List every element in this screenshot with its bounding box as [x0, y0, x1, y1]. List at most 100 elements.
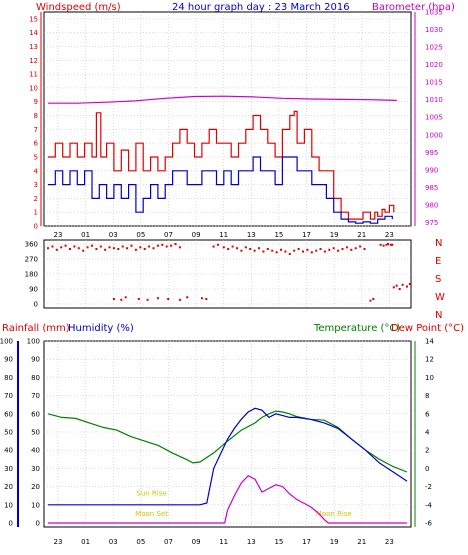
direction-point [139, 246, 142, 249]
direction-point [55, 248, 58, 251]
direction-point [156, 244, 159, 247]
barometer-tick-label: 1035 [425, 9, 443, 17]
wind-x-tick-label: 23 [54, 231, 63, 239]
barometer-tick-label: 1005 [425, 114, 443, 122]
graph-title: 24 hour graph day : 23 March 2016 [172, 2, 350, 13]
temp-x-tick-label: 17 [302, 538, 311, 546]
temp-series-humidity [48, 407, 408, 506]
direction-point [47, 247, 49, 250]
direction-point [387, 243, 389, 245]
temp-x-tick-label: 07 [164, 538, 173, 546]
direction-point [315, 249, 318, 252]
direction-point [406, 285, 408, 288]
rain-tick-label: 10 [4, 501, 13, 509]
temperature-tick-label: 4 [425, 429, 430, 437]
compass-label: N [435, 310, 442, 321]
direction-point [117, 248, 120, 250]
direction-point [369, 299, 372, 302]
temperature-axis-label: Temperature (°C) [313, 323, 400, 334]
direction-point [231, 245, 234, 248]
direction-point [174, 243, 177, 245]
temp-x-tick-label: 03 [109, 538, 118, 546]
direction-point [86, 246, 89, 249]
direction-point [341, 248, 344, 250]
wind-left-tick-label: 5 [34, 153, 38, 161]
rain-tick-label: 0 [9, 520, 13, 528]
direction-point [130, 244, 133, 247]
barometer-right-axis: 975 980 985 990 995 1000 1005 1010 1015 1020 1025 1… [414, 9, 443, 227]
humidity-tick-label: 30 [31, 465, 40, 473]
direction-point [319, 248, 322, 250]
wind-left-tick-label: 6 [34, 140, 39, 148]
direction-point [332, 247, 335, 250]
direction-point [392, 286, 395, 289]
barometer-tick-label: 995 [425, 149, 438, 157]
direction-point [323, 250, 326, 253]
temp-x-tick-label: 23 [385, 538, 394, 546]
wind-x-tick-label: 05 [136, 231, 145, 239]
direction-point [236, 247, 238, 250]
rain-tick-label: 30 [4, 465, 13, 473]
direction-point [391, 243, 394, 246]
compass-label: E [435, 256, 441, 267]
direction-point [363, 248, 366, 250]
direction-point [64, 244, 67, 247]
direction-tick-label: 270 [25, 256, 38, 264]
temperature-tick-label: 0 [425, 465, 429, 473]
barometer-tick-label: 975 [425, 219, 438, 227]
direction-point [99, 245, 102, 248]
temperature-tick-label: 12 [425, 356, 434, 364]
wind-left-tick-label: 14 [29, 29, 38, 37]
direction-point [345, 246, 348, 249]
rain-axis: 0 10 20 30 40 50 60 70 80 90 100 [0, 338, 19, 528]
humidity-tick-label: 40 [31, 447, 40, 455]
direction-point [222, 246, 225, 249]
temp-panel-grid [44, 340, 411, 527]
wind-left-tick-label: 7 [34, 126, 38, 134]
direction-point [382, 244, 385, 247]
barometer-tick-label: 1030 [425, 26, 443, 34]
humidity-tick-label: 10 [31, 501, 40, 509]
direction-point [104, 248, 107, 251]
dewpoint-axis-label: Dew Point (°C) [391, 323, 464, 334]
direction-point [280, 248, 282, 251]
temp-x-tick-label: 21 [357, 538, 366, 546]
temperature-tick-label: 14 [425, 338, 434, 346]
direction-point [401, 283, 404, 286]
direction-point [310, 251, 313, 254]
direction-point [249, 248, 252, 250]
wind-x-tick-label: 01 [81, 231, 90, 239]
direction-point [167, 298, 170, 300]
barometer-tick-label: 985 [425, 184, 438, 192]
compass-label: S [435, 274, 441, 285]
direction-tick-label: 90 [29, 286, 38, 294]
direction-point [258, 247, 260, 250]
temperature-tick-label: 10 [425, 374, 434, 382]
direction-point [73, 245, 76, 248]
wind-x-tick-label: 07 [164, 231, 173, 239]
rain-tick-label: 100 [0, 338, 13, 346]
barometer-tick-label: 1025 [425, 44, 443, 52]
wind-series-group [48, 95, 397, 224]
direction-point [359, 245, 362, 248]
wind-x-tick-label: 15 [274, 231, 283, 239]
direction-point [275, 251, 278, 254]
direction-point [350, 248, 353, 251]
temp-x-tick-label: 19 [330, 538, 339, 546]
direction-point [60, 246, 63, 249]
direction-point [124, 296, 127, 299]
humidity-tick-label: 70 [31, 392, 40, 400]
direction-point [379, 243, 382, 246]
wind-left-tick-label: 13 [29, 43, 38, 51]
compass-label: W [435, 292, 445, 303]
direction-point [161, 243, 164, 246]
direction-point [152, 247, 155, 250]
rain-tick-label: 70 [4, 392, 13, 400]
direction-point [395, 284, 398, 287]
direction-point [372, 298, 375, 300]
direction-point [200, 297, 203, 300]
wind-left-tick-label: 8 [34, 112, 38, 120]
rain-tick-label: 50 [4, 429, 13, 437]
